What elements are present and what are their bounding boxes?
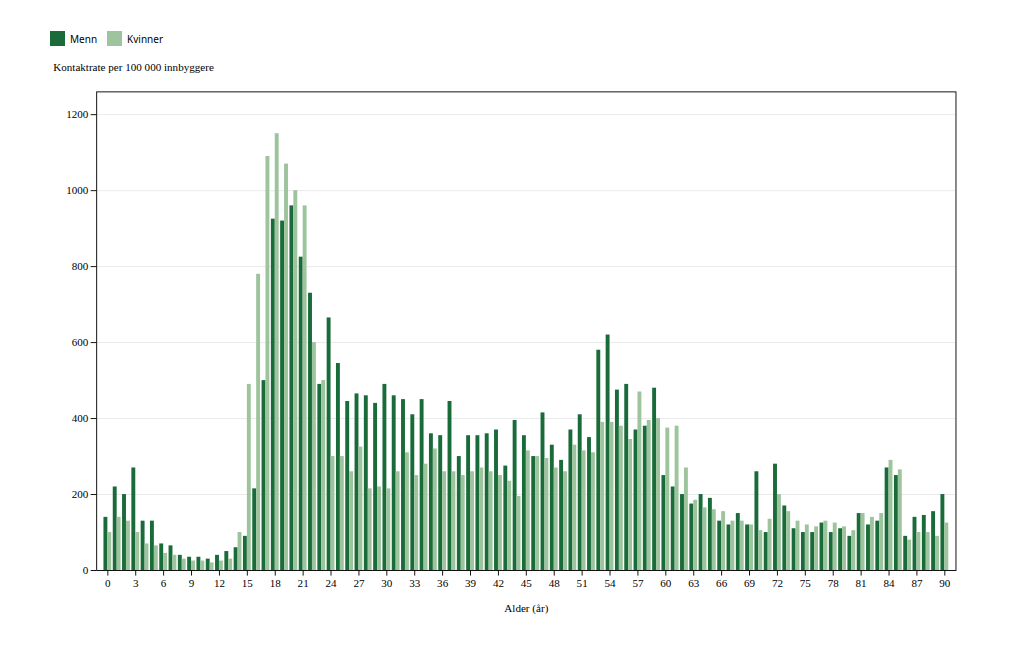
svg-text:87: 87 [911, 577, 923, 589]
svg-text:36: 36 [437, 577, 449, 589]
svg-text:42: 42 [493, 577, 504, 589]
svg-text:57: 57 [632, 577, 644, 589]
svg-text:Alder (år): Alder (år) [504, 602, 548, 614]
svg-text:200: 200 [72, 488, 89, 500]
svg-text:48: 48 [549, 577, 561, 589]
svg-text:800: 800 [72, 260, 89, 272]
svg-text:3: 3 [133, 577, 139, 589]
svg-text:63: 63 [688, 577, 700, 589]
svg-text:45: 45 [521, 577, 533, 589]
svg-text:27: 27 [353, 577, 365, 589]
svg-text:24: 24 [325, 577, 337, 589]
svg-text:54: 54 [604, 577, 616, 589]
svg-text:81: 81 [856, 577, 867, 589]
svg-text:66: 66 [716, 577, 728, 589]
svg-text:69: 69 [744, 577, 756, 589]
html-text:Kvinner: Kvinner [127, 31, 164, 46]
svg-text:33: 33 [409, 577, 421, 589]
svg-text:9: 9 [189, 577, 195, 589]
svg-text:0: 0 [83, 564, 89, 576]
svg-text:21: 21 [298, 577, 309, 589]
svg-text:18: 18 [270, 577, 282, 589]
html-text:Menn: Menn [70, 31, 98, 46]
svg-text:Kontaktrate per 100 000 innbyg: Kontaktrate per 100 000 innbyggere [53, 61, 214, 73]
svg-text:75: 75 [800, 577, 812, 589]
svg-text:0: 0 [105, 577, 111, 589]
svg-text:51: 51 [577, 577, 588, 589]
svg-text:78: 78 [828, 577, 840, 589]
svg-text:30: 30 [381, 577, 393, 589]
svg-text:12: 12 [214, 577, 225, 589]
svg-text:60: 60 [660, 577, 672, 589]
svg-text:400: 400 [72, 412, 89, 424]
svg-text:72: 72 [772, 577, 783, 589]
svg-text:90: 90 [939, 577, 951, 589]
svg-text:15: 15 [242, 577, 254, 589]
svg-text:39: 39 [465, 577, 477, 589]
svg-text:1000: 1000 [66, 184, 89, 196]
svg-text:6: 6 [161, 577, 167, 589]
svg-text:600: 600 [72, 336, 89, 348]
svg-text:84: 84 [883, 577, 895, 589]
svg-text:1200: 1200 [66, 108, 89, 120]
